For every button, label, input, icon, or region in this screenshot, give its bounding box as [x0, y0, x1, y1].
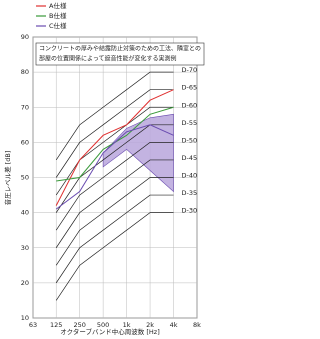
y-tick-label: 50 [21, 174, 29, 182]
x-tick-label: 1k [123, 321, 131, 329]
y-tick-label: 10 [21, 314, 29, 322]
reference-curve [55, 142, 174, 231]
reference-curve [55, 212, 174, 301]
series-line [55, 124, 174, 210]
y-tick-label: 60 [21, 138, 29, 146]
reference-curve [55, 106, 174, 196]
reference-curve [55, 177, 174, 266]
reference-curve [55, 71, 174, 161]
x-tick-label: 125 [50, 321, 62, 329]
legend-label: B仕様 [49, 11, 67, 20]
y-tick-label: 30 [21, 244, 29, 252]
annotation-box [35, 42, 205, 66]
y-tick-label: 80 [21, 68, 29, 76]
annotation-text: 部屋の位置関係によって遮音性能が変化する実測例 [39, 55, 177, 63]
reference-curve [55, 159, 174, 248]
chart: オクターブバンド中心周波数 [Hz] 音圧レベル差 [dB] 10 20 30 40 5… [3, 1, 205, 336]
reference-curve-label: D-50 [182, 136, 198, 144]
reference-curve-label: D-60 [182, 101, 198, 109]
reference-curve-label: D-45 [182, 154, 198, 162]
x-tick-label: 63 [29, 321, 37, 329]
y-tick-label: 40 [21, 209, 29, 217]
x-tick-label: 4k [170, 321, 178, 329]
reference-curve-label: D-40 [182, 172, 198, 180]
x-tick-label: 500 [97, 321, 109, 329]
reference-curve [55, 89, 174, 178]
reference-curve [55, 124, 174, 213]
annotation-text: コンクリートの厚みや結露防止対策のための工法、隣室との [39, 45, 201, 53]
y-axis-label: 音圧レベル差 [dB] [3, 151, 12, 206]
x-tick-label: 8k [193, 321, 201, 329]
y-tick-label: 70 [21, 103, 29, 111]
reference-curve [55, 194, 174, 284]
reference-curve-label: D-70 [182, 66, 198, 74]
band-area [102, 113, 174, 193]
x-tick-label: 250 [73, 321, 85, 329]
y-tick-label: 20 [21, 279, 29, 287]
legend-label: C仕様 [49, 21, 67, 30]
legend-label: A仕様 [49, 1, 67, 10]
series-line [55, 89, 174, 206]
reference-curve-label: D-30 [182, 207, 198, 215]
y-tick-label: 90 [21, 33, 29, 41]
reference-curve-label: D-65 [182, 84, 198, 92]
reference-curve-label: D-55 [182, 119, 198, 127]
x-tick-label: 2k [146, 321, 154, 329]
x-axis-label: オクターブバンド中心周波数 [Hz] [60, 327, 159, 336]
reference-curve-label: D-35 [182, 189, 198, 197]
